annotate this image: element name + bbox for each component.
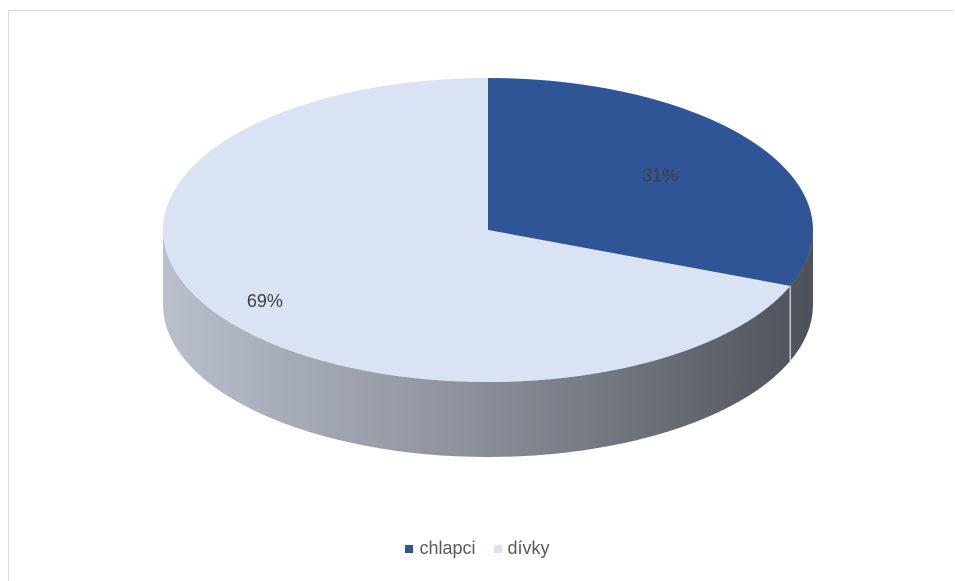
legend: chlapci dívky: [0, 538, 955, 559]
legend-item-divky: dívky: [493, 538, 550, 559]
data-label-divky: 69%: [247, 291, 283, 311]
pie-slice-chlapci: [488, 78, 813, 286]
legend-label-chlapci: chlapci: [419, 538, 476, 558]
legend-swatch-divky: [493, 544, 502, 553]
legend-label-divky: dívky: [507, 538, 550, 558]
pie-side-wall: [163, 230, 813, 457]
legend-item-chlapci: chlapci: [405, 538, 476, 559]
data-label-chlapci: 31%: [642, 165, 678, 185]
legend-swatch-chlapci: [405, 544, 414, 553]
pie-slice-divky: [163, 78, 791, 383]
